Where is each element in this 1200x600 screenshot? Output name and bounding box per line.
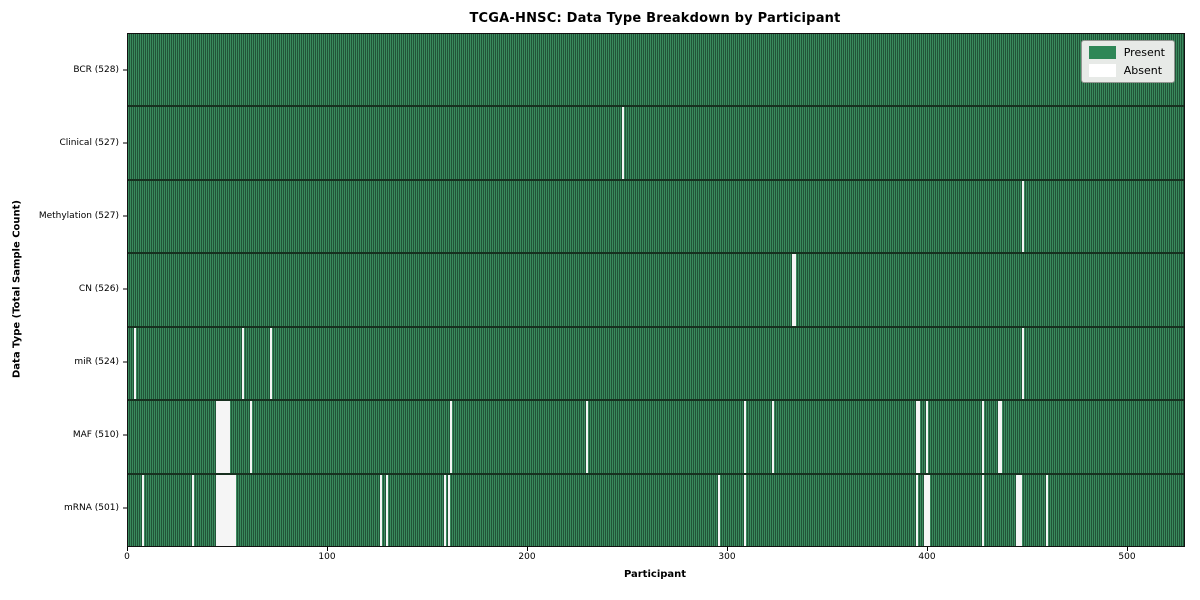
legend-swatch-icon [1088, 64, 1116, 77]
x-tick-mark [727, 546, 728, 551]
absent-bar [386, 474, 388, 546]
legend-label: Present [1123, 46, 1165, 59]
absent-bar [228, 474, 230, 546]
y-tick-label: MAF (510) [72, 430, 119, 441]
absent-bar [1018, 474, 1020, 546]
heatmap [128, 34, 1184, 546]
legend: Present Absent [1080, 40, 1175, 83]
absent-bar [792, 254, 794, 326]
y-tick-mark [123, 142, 127, 144]
absent-bar [918, 401, 920, 473]
x-tick-mark [327, 546, 328, 551]
absent-bar [1046, 474, 1048, 546]
y-tick-label: miR (524) [74, 357, 119, 368]
y-tick-label: BCR (528) [73, 64, 119, 75]
absent-bar [141, 474, 144, 546]
absent-bar [224, 401, 226, 473]
absent-bar [794, 254, 796, 326]
absent-bar [216, 474, 218, 546]
absent-bar [924, 474, 926, 546]
absent-bar [718, 474, 720, 546]
legend-item-present: Present [1088, 46, 1165, 59]
heatmap-row-mir [128, 327, 1184, 402]
absent-bar [450, 401, 452, 473]
absent-bar [222, 401, 224, 473]
x-tick-label: 200 [518, 552, 536, 562]
heatmap-row-methylation [128, 180, 1184, 255]
x-tick-label: 100 [318, 552, 336, 562]
absent-bar [1022, 180, 1024, 253]
y-tick-label: CN (526) [78, 284, 119, 294]
absent-bar [1020, 474, 1022, 546]
legend-item-absent: Absent [1088, 64, 1165, 77]
chart-title: TCGA-HNSC: Data Type Breakdown by Partic… [469, 11, 841, 26]
absent-bar [444, 474, 446, 546]
absent-bar [380, 474, 382, 546]
y-tick-label: mRNA (501) [64, 503, 119, 514]
absent-bar [928, 474, 930, 546]
absent-bar [998, 401, 1000, 473]
y-tick-mark [123, 288, 127, 290]
x-tick-label: 300 [718, 552, 736, 562]
absent-bar [916, 474, 918, 546]
plot-area: Present Absent [127, 33, 1185, 547]
absent-bar [228, 401, 230, 473]
x-tick-label: 0 [124, 552, 130, 562]
absent-bar [250, 401, 252, 473]
absent-bar [982, 474, 984, 546]
absent-bar [926, 401, 928, 473]
absent-bar [134, 327, 136, 400]
y-tick-mark [123, 361, 127, 363]
y-tick-mark [123, 434, 127, 436]
heatmap-row-maf [128, 401, 1184, 475]
absent-bar [220, 401, 222, 473]
x-tick-mark [927, 546, 928, 551]
legend-swatch-icon [1088, 46, 1116, 59]
x-tick-mark [127, 546, 128, 551]
legend-label: Absent [1123, 64, 1163, 77]
x-tick-label: 400 [918, 552, 936, 562]
x-tick-mark [527, 546, 528, 551]
absent-bar [220, 474, 222, 546]
absent-bar [230, 474, 232, 546]
absent-bar [241, 327, 244, 400]
heatmap-row-mrna [128, 474, 1184, 546]
absent-bar [1022, 327, 1024, 400]
absent-bar [234, 474, 236, 546]
absent-bar [772, 401, 774, 473]
absent-bar [192, 474, 194, 546]
x-tick-label: 500 [1118, 552, 1136, 562]
absent-bar [218, 474, 220, 546]
absent-bar [448, 474, 450, 546]
y-tick-label: Methylation (527) [38, 210, 119, 221]
absent-bar [226, 474, 228, 546]
absent-bar [744, 474, 746, 546]
absent-bar [1000, 401, 1002, 473]
absent-bar [216, 401, 218, 473]
absent-bar [222, 474, 224, 546]
absent-bar [224, 474, 226, 546]
absent-bar [1016, 474, 1018, 546]
y-tick-label: Clinical (527) [59, 137, 119, 148]
absent-bar [226, 401, 228, 473]
absent-bar [744, 401, 746, 473]
absent-bar [622, 107, 624, 179]
x-tick-mark [1127, 546, 1128, 551]
absent-bar [982, 401, 984, 473]
x-axis-title: Participant [623, 569, 687, 580]
absent-bar [916, 401, 918, 473]
heatmap-row-cn [128, 254, 1184, 328]
absent-bar [586, 401, 588, 473]
heatmap-row-bcr [128, 34, 1184, 108]
absent-bar [232, 474, 234, 546]
y-tick-mark [123, 507, 127, 509]
y-tick-mark [123, 69, 127, 71]
absent-bar [926, 474, 928, 546]
y-tick-mark [123, 215, 127, 217]
heatmap-row-clinical [128, 107, 1184, 181]
absent-bar [218, 401, 220, 473]
absent-bar [270, 327, 272, 400]
